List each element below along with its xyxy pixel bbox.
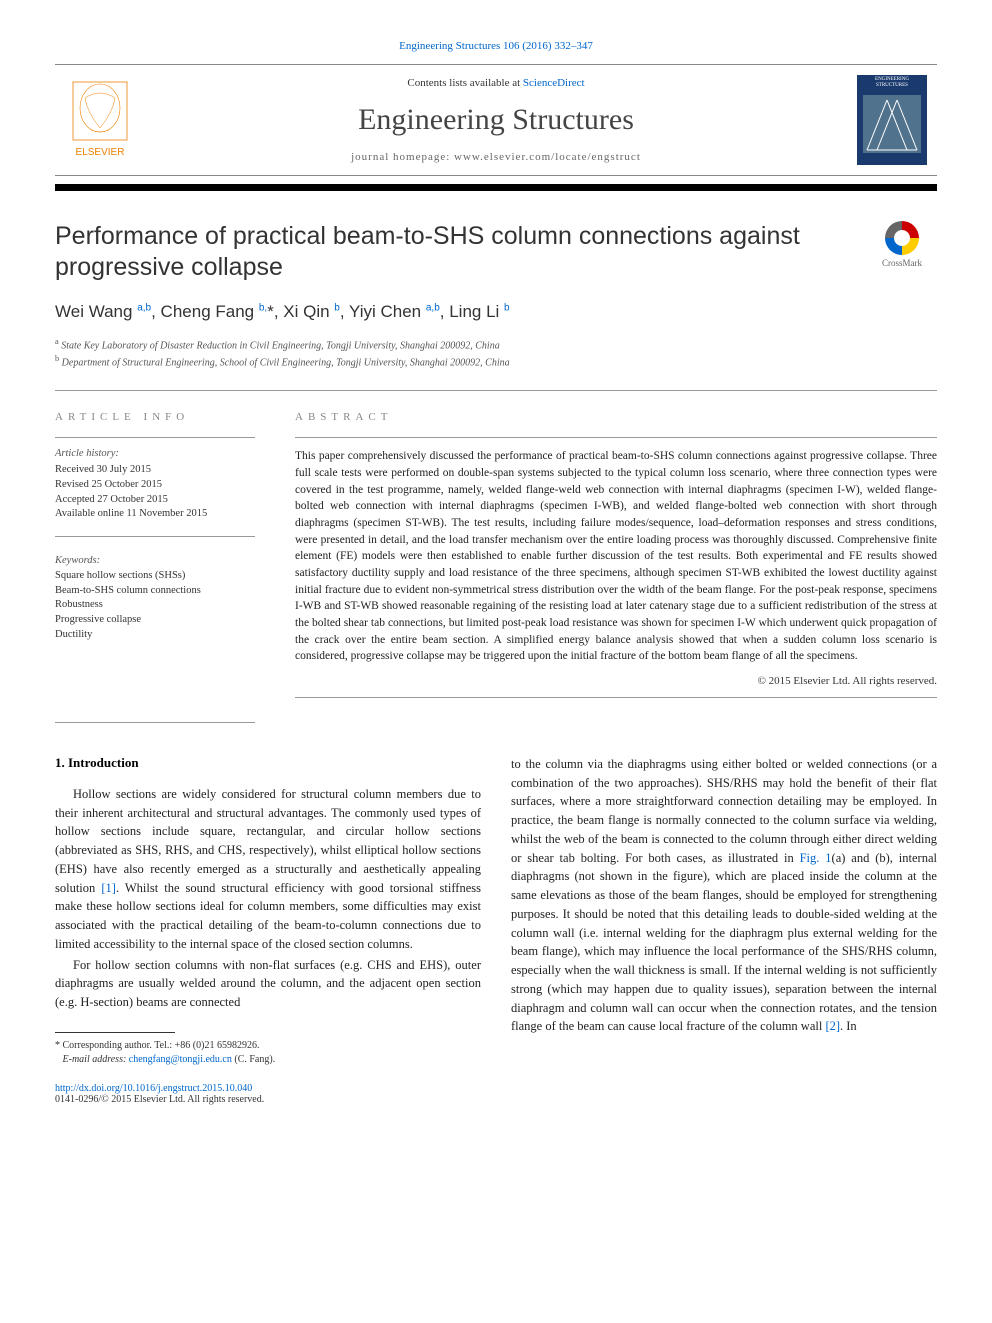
keyword-4: Ductility — [55, 628, 255, 643]
info-end-divider — [55, 722, 255, 723]
body-column-left: 1. Introduction Hollow sections are wide… — [55, 755, 481, 1105]
info-divider-2 — [55, 536, 255, 537]
keyword-0: Square hollow sections (SHSs) — [55, 569, 255, 584]
body-columns: 1. Introduction Hollow sections are wide… — [55, 755, 937, 1105]
abstract-divider-top — [295, 437, 937, 438]
affiliation-b: b Department of Structural Engineering, … — [55, 353, 937, 370]
keyword-1: Beam-to-SHS column connections — [55, 584, 255, 599]
footer-block: http://dx.doi.org/10.1016/j.engstruct.20… — [55, 1083, 481, 1105]
footnote-rule — [55, 1032, 175, 1033]
authors: Wei Wang a,b, Cheng Fang b,*, Xi Qin b, … — [55, 302, 937, 322]
keyword-2: Robustness — [55, 598, 255, 613]
article-title: Performance of practical beam-to-SHS col… — [55, 221, 867, 284]
contents-line: Contents lists available at ScienceDirec… — [135, 77, 857, 89]
history-revised: Revised 25 October 2015 — [55, 478, 255, 493]
abstract-text: This paper comprehensively discussed the… — [295, 448, 937, 665]
elsevier-text: ELSEVIER — [76, 147, 125, 158]
masthead-center: Contents lists available at ScienceDirec… — [135, 77, 857, 163]
email-link[interactable]: chengfang@tongji.edu.cn — [129, 1054, 232, 1065]
para-2: For hollow section columns with non-flat… — [55, 956, 481, 1012]
ref-2-link[interactable]: [2] — [825, 1019, 840, 1033]
contents-prefix: Contents lists available at — [407, 77, 522, 89]
body-text-right: to the column via the diaphragms using e… — [511, 755, 937, 1036]
page: Engineering Structures 106 (2016) 332–34… — [0, 0, 992, 1135]
homepage-line: journal homepage: www.elsevier.com/locat… — [135, 151, 857, 163]
abstract-block: ABSTRACT This paper comprehensively disc… — [295, 411, 937, 698]
para-continued: to the column via the diaphragms using e… — [511, 755, 937, 1036]
para-1: Hollow sections are widely considered fo… — [55, 785, 481, 954]
issn-copyright: 0141-0296/© 2015 Elsevier Ltd. All right… — [55, 1094, 264, 1105]
abstract-copyright: © 2015 Elsevier Ltd. All rights reserved… — [295, 675, 937, 687]
abstract-divider-bottom — [295, 697, 937, 698]
body-text-left: Hollow sections are widely considered fo… — [55, 785, 481, 1012]
sciencedirect-link[interactable]: ScienceDirect — [523, 77, 585, 89]
journal-cover-thumbnail: ENGINEERING STRUCTURES — [857, 75, 927, 165]
elsevier-logo: ELSEVIER — [65, 80, 135, 160]
citation-header[interactable]: Engineering Structures 106 (2016) 332–34… — [55, 40, 937, 52]
crossmark-label: CrossMark — [882, 258, 922, 268]
email-footnote: E-mail address: chengfang@tongji.edu.cn … — [55, 1053, 481, 1067]
body-column-right: to the column via the diaphragms using e… — [511, 755, 937, 1105]
corresponding-author-note: * Corresponding author. Tel.: +86 (0)21 … — [55, 1039, 481, 1053]
ref-1-link[interactable]: [1] — [101, 881, 116, 895]
info-divider — [55, 437, 255, 438]
section-1-heading: 1. Introduction — [55, 755, 481, 771]
history-online: Available online 11 November 2015 — [55, 507, 255, 522]
article-info-label: ARTICLE INFO — [55, 411, 255, 423]
keywords-label: Keywords: — [55, 555, 255, 566]
journal-name: Engineering Structures — [135, 103, 857, 137]
history-received: Received 30 July 2015 — [55, 463, 255, 478]
abstract-label: ABSTRACT — [295, 411, 937, 423]
crossmark-icon — [885, 221, 919, 255]
fig-1-link[interactable]: Fig. 1 — [800, 851, 832, 865]
affiliation-a: a State Key Laboratory of Disaster Reduc… — [55, 336, 937, 353]
affiliations: a State Key Laboratory of Disaster Reduc… — [55, 336, 937, 371]
crossmark-badge[interactable]: CrossMark — [867, 221, 937, 268]
homepage-url[interactable]: www.elsevier.com/locate/engstruct — [454, 151, 641, 163]
doi-link[interactable]: http://dx.doi.org/10.1016/j.engstruct.20… — [55, 1083, 252, 1094]
history-accepted: Accepted 27 October 2015 — [55, 493, 255, 508]
masthead: ELSEVIER Contents lists available at Sci… — [55, 64, 937, 176]
homepage-prefix: journal homepage: — [351, 151, 454, 163]
keyword-3: Progressive collapse — [55, 613, 255, 628]
divider-bar — [55, 184, 937, 191]
history-label: Article history: — [55, 448, 255, 459]
title-row: Performance of practical beam-to-SHS col… — [55, 221, 937, 284]
meta-row: ARTICLE INFO Article history: Received 3… — [55, 391, 937, 722]
article-info-block: ARTICLE INFO Article history: Received 3… — [55, 411, 255, 698]
